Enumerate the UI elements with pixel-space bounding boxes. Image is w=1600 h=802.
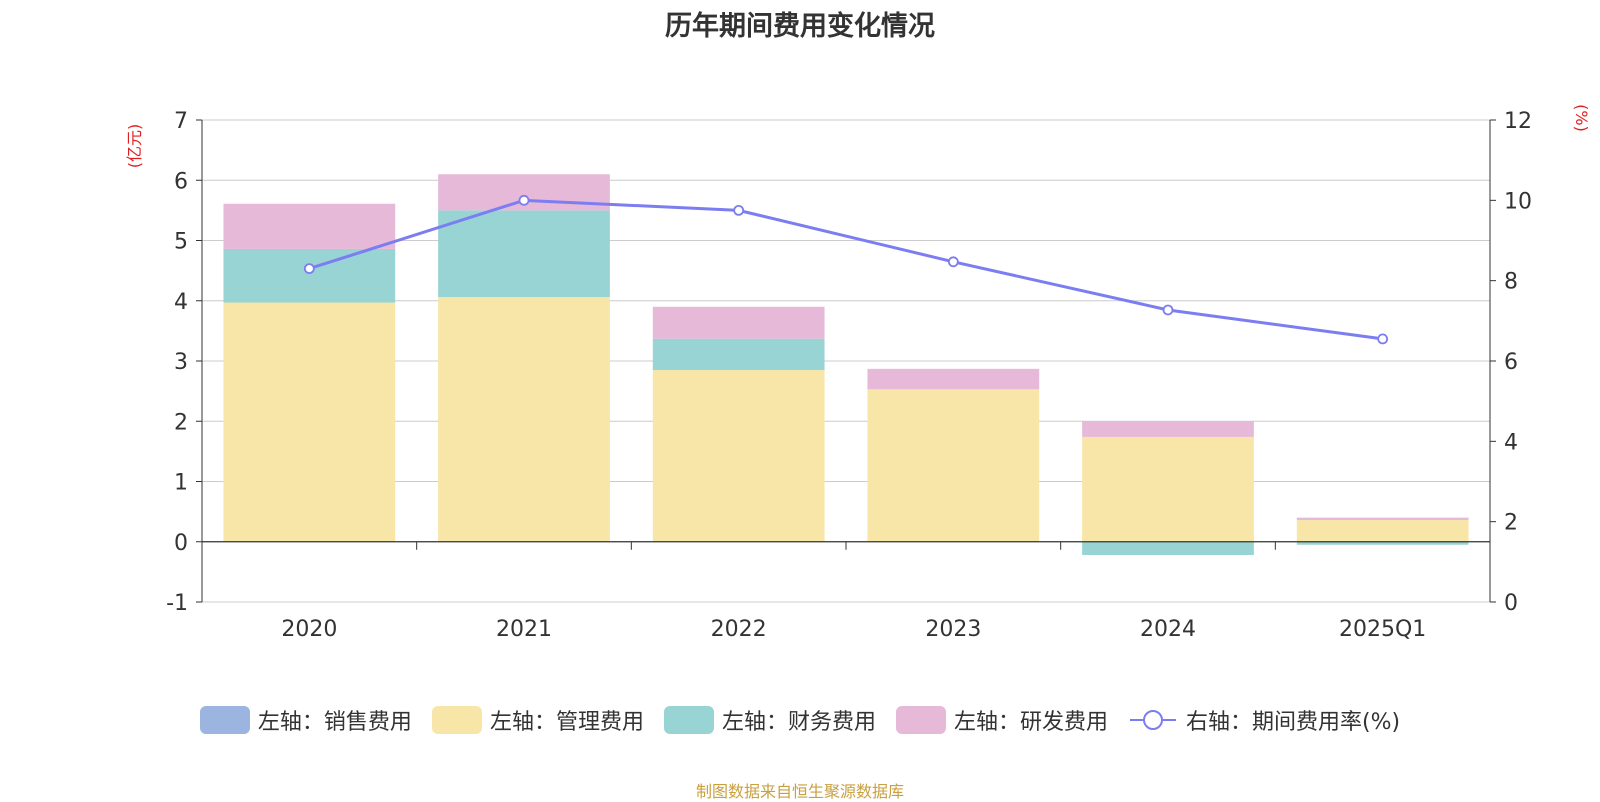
left-axis-tick-label: 3 — [174, 350, 188, 375]
legend-line-marker-icon — [1129, 710, 1176, 730]
legend-swatch — [663, 706, 714, 734]
bar-segment — [1296, 520, 1469, 542]
bar-segment — [438, 297, 610, 542]
rate-point — [947, 256, 959, 268]
legend-swatch — [431, 706, 482, 734]
legend-item[interactable]: 左轴：管理费用 — [431, 704, 644, 736]
legend-label: 左轴：研发费用 — [953, 710, 1108, 735]
x-axis-tick-label: 2025Q1 — [1339, 617, 1426, 642]
bar-segment — [223, 203, 396, 249]
bar-segment — [1296, 517, 1469, 521]
legend-swatch — [199, 706, 250, 734]
left-axis-tick-label: 6 — [174, 169, 188, 194]
left-axis-unit-label: (亿元) — [125, 124, 144, 169]
left-axis-tick-label: 5 — [174, 230, 188, 255]
left-axis-tick-label: 2 — [174, 410, 188, 435]
bar-segment — [867, 389, 1040, 542]
rate-point — [733, 204, 745, 216]
left-axis-tick-label: 1 — [174, 471, 188, 496]
right-axis-tick-label: 4 — [1504, 430, 1518, 455]
x-axis-tick-label: 2022 — [711, 617, 767, 642]
rate-line — [308, 198, 1383, 341]
x-axis-tick-label: 2024 — [1140, 617, 1196, 642]
legend-item[interactable]: 右轴：期间费用率(%) — [1128, 704, 1400, 736]
bar-segment — [1296, 541, 1469, 545]
legend-label: 右轴：期间费用率(%) — [1185, 710, 1401, 735]
right-axis-tick-label: 8 — [1504, 270, 1518, 295]
legend-item[interactable]: 左轴：研发费用 — [895, 704, 1108, 736]
right-axis-tick-label: 12 — [1504, 109, 1532, 134]
left-axis-tick-label: 7 — [174, 109, 188, 134]
legend-label: 左轴：财务费用 — [721, 710, 876, 735]
legend-label: 左轴：管理费用 — [489, 710, 644, 735]
x-axis-tick-label: 2023 — [925, 617, 981, 642]
x-axis-tick-label: 2020 — [281, 617, 337, 642]
bar-segment — [1082, 541, 1254, 556]
legend-swatch — [895, 706, 946, 734]
rate-point — [1162, 304, 1174, 316]
rate-point — [303, 263, 315, 275]
left-axis-tick-label: 4 — [174, 290, 188, 315]
right-axis-unit-label: (%) — [1572, 104, 1591, 132]
bar-segment — [652, 370, 825, 542]
bar-segment — [223, 248, 396, 303]
left-axis-tick-label: -1 — [166, 591, 188, 616]
left-axis-tick-label: 0 — [174, 531, 188, 556]
source-note: 制图数据来自恒生聚源数据库 — [695, 782, 904, 801]
rate-point — [518, 194, 530, 206]
right-axis-tick-label: 10 — [1504, 189, 1532, 214]
right-axis-tick-label: 2 — [1504, 511, 1518, 536]
legend-item[interactable]: 左轴：销售费用 — [199, 704, 412, 736]
bar-segment — [867, 368, 1040, 390]
bar-segment — [652, 338, 825, 371]
chart-legend: 左轴：销售费用 左轴：管理费用 左轴：财务费用 左轴：研发费用 右轴：期间费用率(%) — [0, 704, 1600, 736]
bar-segment — [223, 302, 396, 542]
right-axis-tick-label: 0 — [1504, 591, 1518, 616]
legend-item[interactable]: 左轴：财务费用 — [663, 704, 876, 736]
bar-segment — [1082, 436, 1254, 542]
x-axis-tick-label: 2021 — [496, 617, 552, 642]
right-axis-tick-label: 6 — [1504, 350, 1518, 375]
bar-segment — [1082, 421, 1254, 437]
bar-segment — [438, 210, 610, 298]
bar-segment — [652, 306, 825, 339]
legend-label: 左轴：销售费用 — [257, 710, 412, 735]
rate-point — [1377, 333, 1389, 345]
chart-title: 历年期间费用变化情况 — [665, 11, 935, 42]
